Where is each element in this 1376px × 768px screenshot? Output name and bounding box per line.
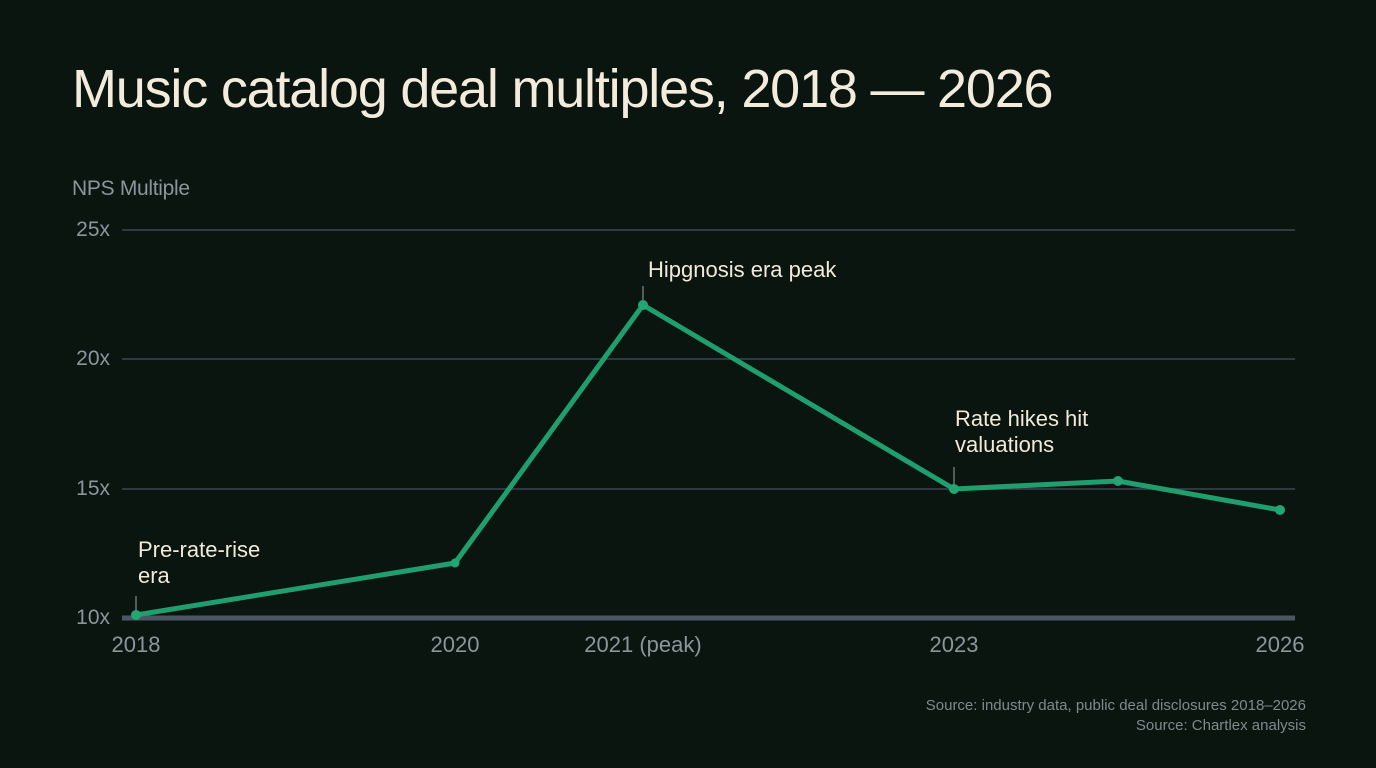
x-tick-2020: 2020	[430, 632, 480, 657]
y-tick-25: 25x	[76, 218, 110, 241]
data-line	[133, 302, 1283, 618]
data-point-2020	[450, 558, 460, 568]
gridlines	[122, 229, 1295, 621]
source-line-1: Source: industry data, public deal discl…	[925, 697, 1306, 714]
x-tick-2023: 2023	[929, 632, 979, 657]
data-point-2021	[638, 300, 648, 310]
chart-title: Music catalog deal multiples, 2018 — 202…	[72, 59, 1054, 119]
source-line-2: Source: Chartlex analysis	[1135, 717, 1306, 734]
x-tick-2026: 2026	[1255, 632, 1305, 657]
y-tick-20: 20x	[76, 347, 110, 370]
annotation-text: Pre-rate-rise era	[138, 537, 261, 588]
data-points	[131, 300, 1285, 620]
annotation-pre-rate-rise: Pre-rate-rise era	[138, 537, 260, 589]
data-point-2024	[1113, 476, 1123, 486]
data-point-2018	[131, 610, 141, 620]
x-tick-2018: 2018	[111, 632, 161, 657]
annotation-rate-hikes: Rate hikes hit valuations	[955, 406, 1088, 458]
y-tick-10: 10x	[76, 606, 110, 629]
data-point-2023	[949, 484, 959, 494]
annotation-hipgnosis-peak: Hipgnosis era peak	[648, 257, 836, 283]
data-point-2026	[1275, 505, 1285, 515]
y-axis-label: NPS Multiple	[72, 177, 190, 200]
annotation-text: Hipgnosis era peak	[648, 257, 837, 282]
annotation-text: Rate hikes hit valuations	[955, 406, 1089, 457]
annotation-leaders	[135, 286, 955, 612]
source-note: Source: industry data, public deal discl…	[926, 696, 1306, 736]
y-tick-15: 15x	[76, 477, 110, 500]
x-tick-2021-peak: 2021 (peak)	[584, 632, 702, 657]
